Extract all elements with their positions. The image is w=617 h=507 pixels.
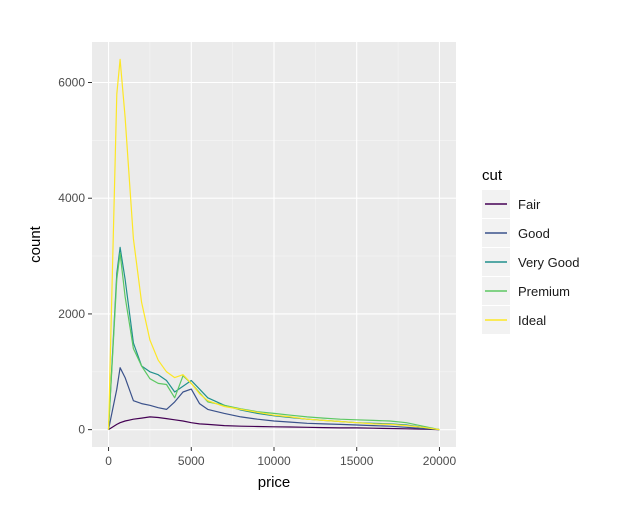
legend-label-very-good: Very Good: [518, 255, 579, 270]
legend-label-good: Good: [518, 226, 550, 241]
x-tick-label: 0: [105, 454, 112, 468]
series-line-fair: [108, 416, 440, 431]
y-tick-label: 6000: [58, 76, 85, 90]
x-tick-label: 5000: [178, 454, 205, 468]
x-tick-label: 15000: [340, 454, 374, 468]
x-axis-label: price: [258, 474, 291, 491]
legend-title: cut: [482, 167, 503, 184]
y-tick-label: 0: [78, 423, 85, 437]
y-axis: 0 2000 4000 6000: [58, 76, 92, 437]
y-tick-label: 2000: [58, 307, 85, 321]
x-axis: 0 5000 10000 15000 20000: [105, 447, 456, 468]
series-line-ideal: [107, 58, 440, 431]
x-tick-label: 10000: [257, 454, 291, 468]
series-layer: [107, 58, 440, 431]
legend: cut Fair Good Very Good Premium Ideal: [482, 167, 579, 334]
legend-label-fair: Fair: [518, 197, 541, 212]
series-line-good: [107, 367, 440, 431]
y-axis-label: count: [27, 225, 44, 263]
legend-label-ideal: Ideal: [518, 313, 546, 328]
y-tick-label: 4000: [58, 191, 85, 205]
major-gridlines: [92, 42, 456, 447]
x-tick-label: 20000: [423, 454, 457, 468]
legend-items: Fair Good Very Good Premium Ideal: [482, 190, 579, 334]
legend-label-premium: Premium: [518, 284, 570, 299]
